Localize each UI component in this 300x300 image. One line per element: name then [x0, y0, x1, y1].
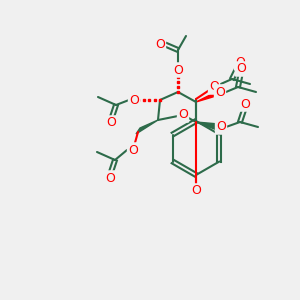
Text: O: O — [105, 172, 115, 184]
Text: O: O — [129, 94, 139, 106]
Polygon shape — [196, 90, 220, 102]
Text: O: O — [215, 85, 225, 98]
Text: O: O — [106, 116, 116, 130]
Text: O: O — [236, 62, 246, 76]
Text: O: O — [235, 56, 245, 70]
Text: O: O — [155, 38, 165, 50]
Text: O: O — [128, 143, 138, 157]
Text: O: O — [191, 184, 201, 197]
Text: O: O — [173, 64, 183, 76]
Text: O: O — [178, 109, 188, 122]
Polygon shape — [196, 122, 219, 130]
Polygon shape — [136, 120, 158, 134]
Text: O: O — [216, 121, 226, 134]
Text: O: O — [240, 98, 250, 110]
Text: O: O — [209, 80, 219, 94]
